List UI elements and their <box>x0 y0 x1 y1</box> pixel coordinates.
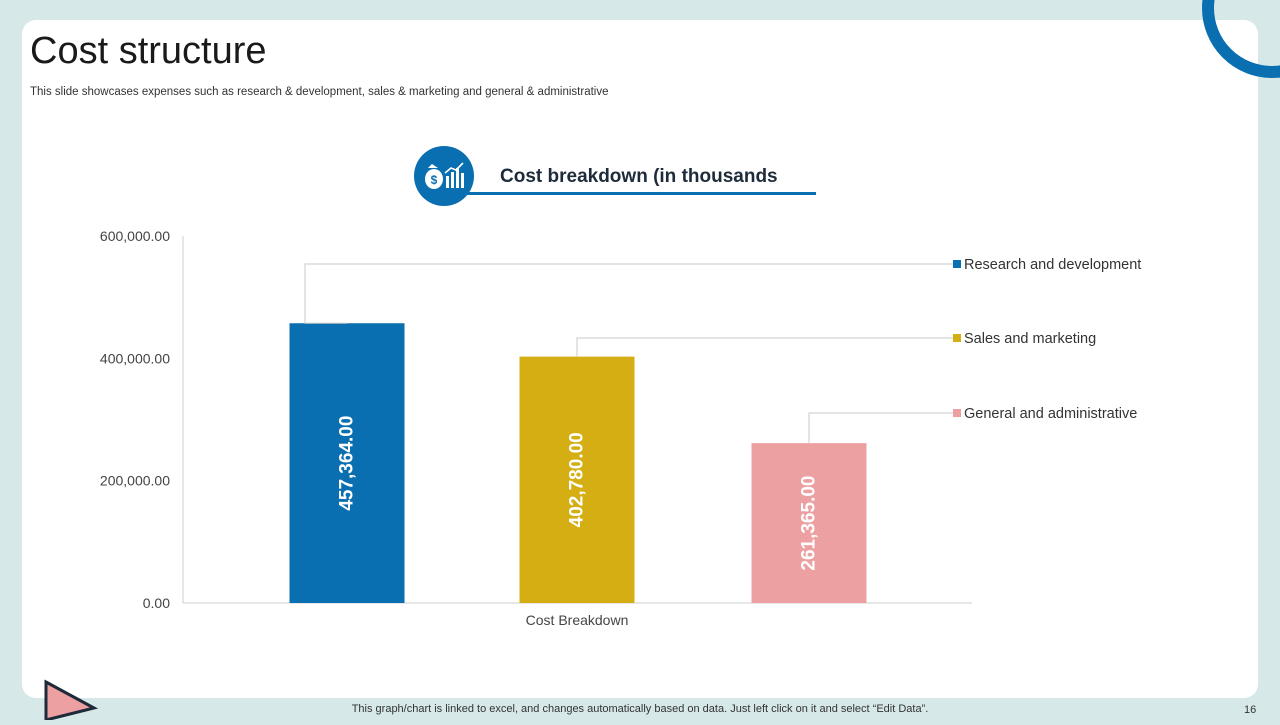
page-subtitle: This slide showcases expenses such as re… <box>30 86 609 98</box>
chart-title: Cost breakdown (in thousands <box>500 166 778 187</box>
svg-text:$: $ <box>431 173 438 187</box>
y-tick-label: 0.00 <box>143 595 170 611</box>
triangle-decoration-icon <box>40 678 100 725</box>
leader-line <box>808 412 953 444</box>
y-tick-label: 200,000.00 <box>100 473 170 489</box>
slide-card <box>22 20 1258 698</box>
footnote: This graph/chart is linked to excel, and… <box>351 703 929 715</box>
money-bag-chart-icon: $ <box>414 146 474 206</box>
data-label: 261,365.00 <box>799 476 820 571</box>
legend-label: Sales and marketing <box>964 331 1096 347</box>
bar <box>519 356 635 603</box>
x-tick-label: Cost Breakdown <box>526 612 629 628</box>
y-tick-label: 400,000.00 <box>100 350 170 366</box>
y-tick-label: 600,000.00 <box>100 228 170 244</box>
page-title: Cost structure <box>30 30 267 72</box>
leader-line <box>304 263 953 324</box>
page-number: 16 <box>1244 704 1257 716</box>
chart-title-underline <box>466 192 816 195</box>
data-label: 402,780.00 <box>567 432 588 527</box>
legend-swatch <box>953 409 961 417</box>
legend-label: Research and development <box>964 257 1141 273</box>
legend-swatch <box>953 260 961 268</box>
bar <box>751 443 867 603</box>
legend-swatch <box>953 334 961 342</box>
legend-label: General and administrative <box>964 406 1137 422</box>
bar <box>289 323 405 603</box>
leader-line <box>576 337 953 357</box>
data-label: 457,364.00 <box>337 416 358 511</box>
